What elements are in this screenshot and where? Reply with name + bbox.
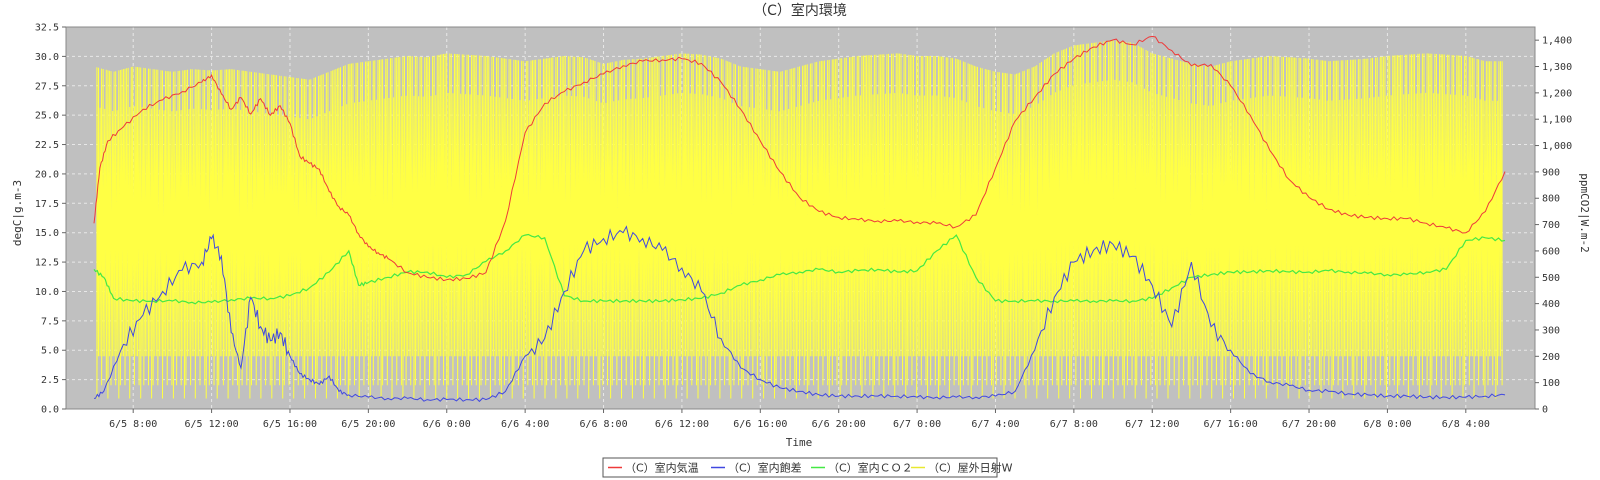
y-left-tick-label: 17.5 <box>35 199 59 210</box>
y-right-tick-label: 0 <box>1542 405 1548 416</box>
legend-box <box>602 457 998 478</box>
y-right-tick-label: 900 <box>1542 167 1560 178</box>
y-axis-right-label: ppmCO2|W.m-2 <box>1578 173 1591 252</box>
y-left-tick-label: 15.0 <box>35 228 59 239</box>
x-tick-label: 6/5 20:00 <box>341 419 395 430</box>
y-right-tick-label: 600 <box>1542 246 1560 257</box>
x-tick-label: 6/7 0:00 <box>893 419 941 430</box>
y-right-tick-label: 400 <box>1542 299 1560 310</box>
y-left-tick-label: 20.0 <box>35 169 59 180</box>
plot-border <box>65 26 1536 410</box>
x-tick-label: 6/5 12:00 <box>184 419 238 430</box>
y-left-tick-label: 0.0 <box>41 405 59 416</box>
x-tick-label: 6/7 12:00 <box>1125 419 1179 430</box>
legend-label: （C）室内飽差 <box>728 461 802 475</box>
y-right-tick-label: 1,300 <box>1542 62 1572 73</box>
y-left-tick-label: 27.5 <box>35 81 59 92</box>
y-left-tick-label: 25.0 <box>35 111 59 122</box>
y-left-tick-label: 12.5 <box>35 258 59 269</box>
x-tick-label: 6/7 20:00 <box>1282 419 1336 430</box>
x-tick-label: 6/6 4:00 <box>501 419 549 430</box>
legend-label: （C）室内ＣＯ２ <box>828 461 913 475</box>
y-left-tick-label: 32.5 <box>35 23 59 34</box>
x-tick-label: 6/8 0:00 <box>1363 419 1411 430</box>
y-left-tick-label: 7.5 <box>41 316 59 327</box>
y-right-tick-label: 200 <box>1542 352 1560 363</box>
plot-area <box>66 26 1535 410</box>
x-tick-label: 6/8 4:00 <box>1442 419 1490 430</box>
legend: （C）室内気温 （C）室内飽差 （C）室内ＣＯ２ （C）屋外日射W <box>602 457 1013 478</box>
y-left-tick-label: 2.5 <box>41 375 59 386</box>
y-right-tick-label: 1,400 <box>1542 36 1572 47</box>
series-line-co2 <box>93 233 1506 305</box>
x-tick-label: 6/6 12:00 <box>655 419 709 430</box>
x-tick-label: 6/6 20:00 <box>812 419 866 430</box>
x-tick-label: 6/7 16:00 <box>1204 419 1258 430</box>
x-tick-label: 6/6 16:00 <box>733 419 787 430</box>
y-left-tick-label: 30.0 <box>35 52 59 63</box>
y-right-tick-label: 800 <box>1542 194 1560 205</box>
y-left-tick-label: 22.5 <box>35 140 59 151</box>
x-tick-label: 6/6 0:00 <box>423 419 471 430</box>
y-right-tick-label: 1,200 <box>1542 88 1572 99</box>
x-tick-label: 6/6 8:00 <box>579 419 627 430</box>
legend-label: （C）屋外日射W <box>928 461 1013 475</box>
y-axis-left-label: degC|g.m-3 <box>11 180 24 246</box>
legend-label: （C）室内気温 <box>625 461 699 475</box>
x-tick-label: 6/5 16:00 <box>263 419 317 430</box>
axes: 0.0 2.5 5.0 7.5 10.0 12.5 15.0 17.5 20.0 22.5 25.0… <box>35 23 1572 431</box>
x-tick-label: 6/5 8:00 <box>109 419 157 430</box>
y-left-tick-label: 10.0 <box>35 287 59 298</box>
y-right-tick-label: 700 <box>1542 220 1560 231</box>
series-line-vpd <box>93 225 1506 403</box>
series-line-temp <box>93 35 1506 282</box>
y-right-tick-label: 500 <box>1542 273 1560 284</box>
y-left-tick-label: 5.0 <box>41 346 59 357</box>
y-right-tick-label: 1,000 <box>1542 141 1572 152</box>
y-right-tick-label: 300 <box>1542 325 1560 336</box>
x-tick-label: 6/7 4:00 <box>971 419 1019 430</box>
chart-title: （C）室内環境 <box>753 2 847 19</box>
y-right-tick-label: 1,100 <box>1542 115 1572 126</box>
x-axis-label: Time <box>786 436 813 449</box>
y-right-tick-label: 100 <box>1542 378 1560 389</box>
x-tick-label: 6/7 8:00 <box>1050 419 1098 430</box>
series-line-solar <box>96 40 1503 399</box>
